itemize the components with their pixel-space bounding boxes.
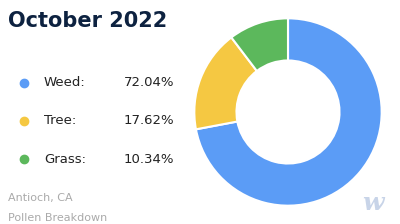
Text: Grass:: Grass: <box>44 153 86 166</box>
Text: Tree:: Tree: <box>44 114 76 127</box>
Text: 72.04%: 72.04% <box>124 76 174 89</box>
Wedge shape <box>194 37 257 129</box>
Wedge shape <box>231 18 288 71</box>
Text: Antioch, CA: Antioch, CA <box>8 193 73 203</box>
Text: Weed:: Weed: <box>44 76 86 89</box>
Text: 17.62%: 17.62% <box>124 114 175 127</box>
Text: w: w <box>362 191 384 215</box>
Wedge shape <box>196 18 382 206</box>
Text: October 2022: October 2022 <box>8 11 167 31</box>
Text: Pollen Breakdown: Pollen Breakdown <box>8 213 107 223</box>
Text: 10.34%: 10.34% <box>124 153 174 166</box>
